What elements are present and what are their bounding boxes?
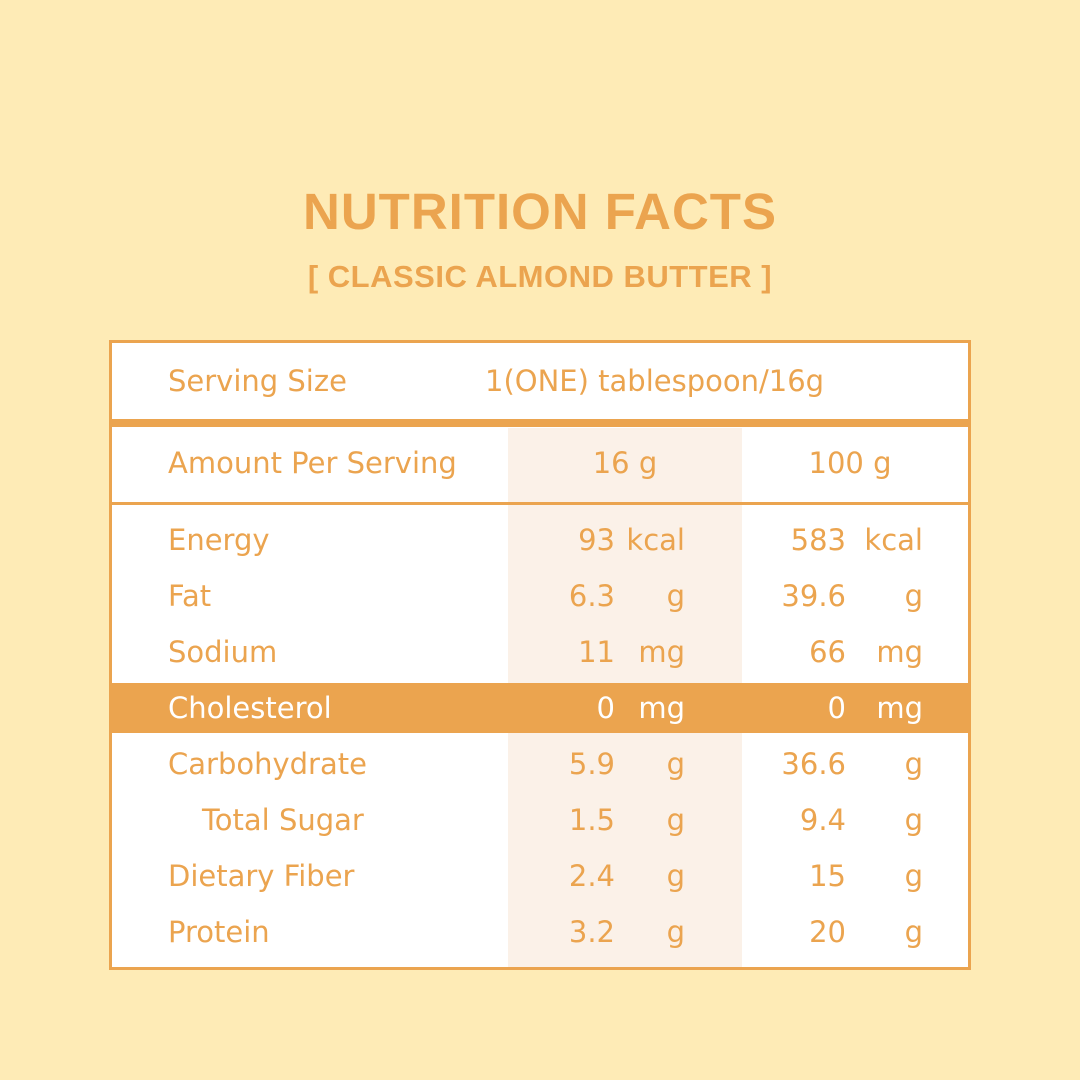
nutrient-row: Cholesterol 0 mg 0 mg [112, 683, 968, 733]
per-100g-value: 0 [827, 691, 846, 725]
per-serving-value: 1.5 [568, 803, 615, 837]
nutrition-table: Serving Size 1(ONE) tablespoon/16g Amoun… [109, 340, 971, 970]
per-serving-unit: kcal [626, 523, 685, 557]
nutrient-label: Dietary Fiber [168, 859, 355, 893]
per-100g-unit: mg [876, 635, 923, 669]
per-100g-value: 20 [809, 915, 846, 949]
per-100g-value: 36.6 [781, 747, 846, 781]
nutrient-row: Fat 6.3 g 39.6 g [112, 568, 968, 624]
per-100g-unit: g [904, 859, 923, 893]
per-100g-value: 15 [809, 859, 846, 893]
nutrient-row: Sodium 11 mg 66 mg [112, 624, 968, 680]
nutrient-label: Carbohydrate [168, 747, 367, 781]
per-serving-unit: g [666, 747, 685, 781]
per-100g-unit: g [904, 803, 923, 837]
per-serving-value: 11 [578, 635, 615, 669]
per-serving-unit: g [666, 915, 685, 949]
per-serving-value: 3.2 [568, 915, 615, 949]
per-serving-unit: mg [638, 635, 685, 669]
per-100g-unit: g [904, 579, 923, 613]
per-serving-value: 6.3 [568, 579, 615, 613]
nutrient-row: Dietary Fiber 2.4 g 15 g [112, 848, 968, 904]
per-serving-unit: mg [638, 691, 685, 725]
product-name: [ CLASSIC ALMOND BUTTER ] [307, 259, 773, 294]
per-100g-unit: kcal [864, 523, 923, 557]
divider-thick [112, 419, 968, 427]
nutrient-label: Fat [168, 579, 212, 613]
per-100g-value: 9.4 [799, 803, 846, 837]
per-serving-value: 2.4 [568, 859, 615, 893]
divider-thin [112, 502, 968, 505]
per-100g-unit: g [904, 915, 923, 949]
per-100g-value: 583 [790, 523, 846, 557]
column-header-16g: 16 g [592, 446, 658, 480]
serving-size-label: Serving Size [168, 364, 347, 398]
serving-size-value: 1(ONE) tablespoon/16g [485, 364, 825, 398]
per-serving-value: 5.9 [568, 747, 615, 781]
serving-size-row: Serving Size 1(ONE) tablespoon/16g [112, 353, 968, 409]
per-100g-value: 39.6 [781, 579, 846, 613]
nutrient-label: Cholesterol [168, 691, 332, 725]
per-100g-unit: g [904, 747, 923, 781]
per-serving-value: 0 [596, 691, 615, 725]
page-title: NUTRITION FACTS [303, 183, 777, 240]
column-header-100g: 100 g [808, 446, 892, 480]
per-serving-unit: g [666, 579, 685, 613]
nutrient-label: Total Sugar [202, 803, 364, 837]
per-serving-unit: g [666, 803, 685, 837]
nutrient-row: Carbohydrate 5.9 g 36.6 g [112, 736, 968, 792]
nutrient-row: Energy 93 kcal 583 kcal [112, 512, 968, 568]
amount-header-row: Amount Per Serving 16 g 100 g [112, 435, 968, 491]
per-serving-unit: g [666, 859, 685, 893]
nutrient-label: Protein [168, 915, 270, 949]
per-100g-unit: mg [876, 691, 923, 725]
per-100g-value: 66 [809, 635, 846, 669]
nutrient-label: Sodium [168, 635, 278, 669]
amount-per-serving-label: Amount Per Serving [168, 446, 457, 480]
per-serving-value: 93 [578, 523, 615, 557]
nutrient-label: Energy [168, 523, 270, 557]
nutrient-row: Total Sugar 1.5 g 9.4 g [112, 792, 968, 848]
nutrient-row: Protein 3.2 g 20 g [112, 904, 968, 960]
